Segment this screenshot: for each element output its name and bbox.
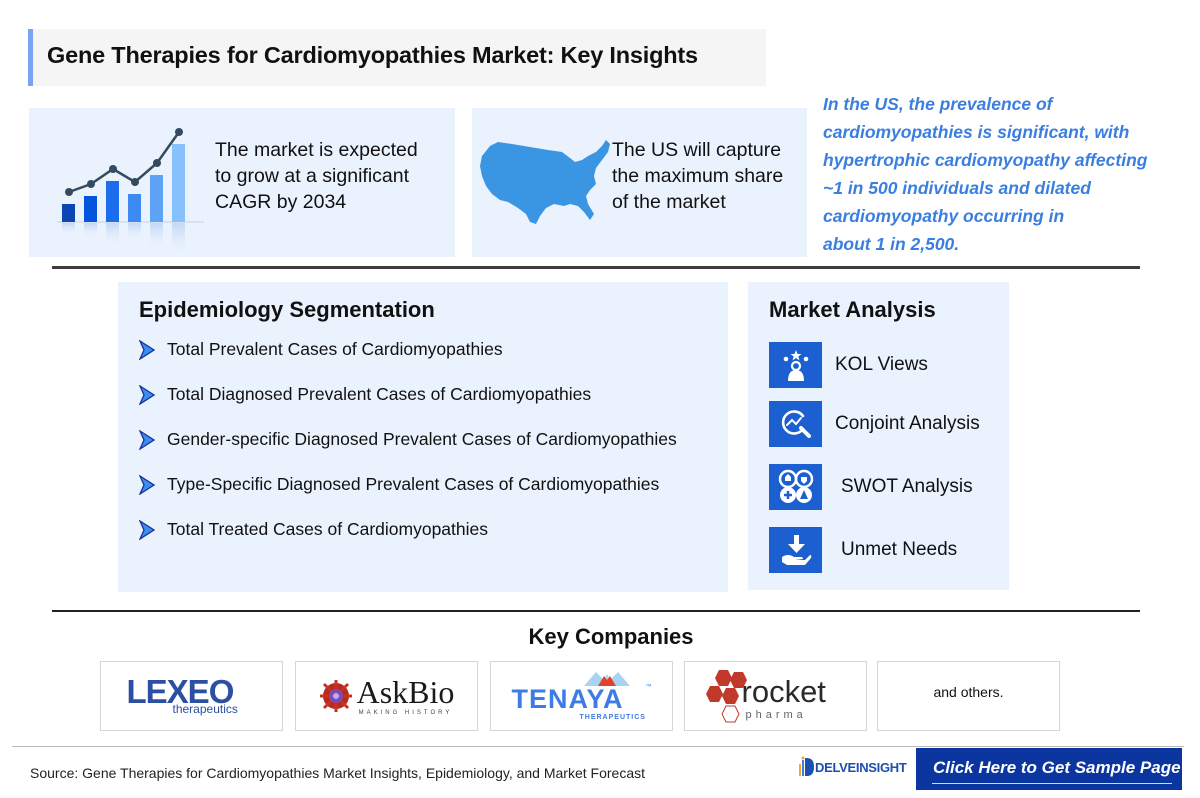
company-logo-tenaya: TENAYA ™ THERAPEUTICS bbox=[490, 661, 673, 731]
market-analysis-panel: Market Analysis KOL Views Conjoint Analy… bbox=[748, 282, 1009, 590]
delveinsight-logo: DELVEINSIGHT bbox=[798, 756, 907, 778]
key-companies-title: Key Companies bbox=[528, 624, 694, 649]
growth-chart-icon bbox=[57, 128, 204, 257]
market-analysis-title: Market Analysis bbox=[769, 297, 936, 322]
prevalence-note: In the US, the prevalence of cardiomyopa… bbox=[823, 94, 1148, 254]
epidemiology-title: Epidemiology Segmentation bbox=[139, 297, 435, 322]
epidemiology-item: Gender-specific Diagnosed Prevalent Case… bbox=[138, 429, 677, 450]
company-logo-lexeo: LEXEO therapeutics bbox=[100, 661, 283, 731]
chevron-right-icon bbox=[138, 474, 156, 495]
growth-insight-card: The market is expected to grow at a sign… bbox=[29, 108, 455, 257]
us-share-insight-card: The US will capture the maximum share of… bbox=[472, 108, 807, 257]
section-divider bbox=[52, 266, 1140, 269]
market-analysis-item-conjoint: Conjoint Analysis bbox=[769, 401, 980, 447]
us-map-icon bbox=[480, 140, 610, 224]
epidemiology-item: Total Diagnosed Prevalent Cases of Cardi… bbox=[138, 384, 591, 405]
chart-magnifier-icon bbox=[769, 401, 822, 447]
page-title-bar: Gene Therapies for Cardiomyopathies Mark… bbox=[28, 29, 766, 86]
delveinsight-mark-icon bbox=[799, 756, 814, 776]
hexagon-cluster-icon bbox=[705, 670, 747, 723]
cta-underline bbox=[932, 783, 1172, 784]
footer-divider bbox=[12, 746, 1184, 747]
chevron-right-icon bbox=[138, 519, 156, 540]
get-sample-page-button[interactable]: Click Here to Get Sample Page bbox=[916, 748, 1182, 790]
section-divider bbox=[52, 610, 1140, 612]
swot-grid-icon bbox=[769, 464, 822, 510]
us-share-insight-text: The US will capture the maximum share of… bbox=[612, 139, 784, 213]
chevron-right-icon bbox=[138, 429, 156, 450]
others-box: and others. bbox=[877, 661, 1060, 731]
epidemiology-panel: Epidemiology Segmentation Total Prevalen… bbox=[118, 282, 728, 592]
chevron-right-icon bbox=[138, 339, 156, 360]
page-title: Gene Therapies for Cardiomyopathies Mark… bbox=[47, 42, 698, 68]
growth-insight-text: The market is expected to grow at a sign… bbox=[215, 139, 418, 213]
kol-person-stars-icon bbox=[769, 342, 822, 388]
market-analysis-item-unmet-needs: Unmet Needs bbox=[769, 527, 957, 573]
mountain-icon bbox=[583, 672, 630, 686]
epidemiology-item: Total Prevalent Cases of Cardiomyopathie… bbox=[138, 339, 503, 360]
company-logo-rocket: rocket pharma bbox=[684, 661, 867, 731]
source-text: Source: Gene Therapies for Cardiomyopath… bbox=[30, 765, 645, 781]
company-logo-askbio: AskBio MAKING HISTORY bbox=[295, 661, 478, 731]
epidemiology-item: Total Treated Cases of Cardiomyopathies bbox=[138, 519, 488, 540]
chevron-right-icon bbox=[138, 384, 156, 405]
hand-download-icon bbox=[769, 527, 822, 573]
market-analysis-item-swot: SWOT Analysis bbox=[769, 464, 973, 510]
virus-icon bbox=[319, 680, 352, 712]
epidemiology-item: Type-Specific Diagnosed Prevalent Cases … bbox=[138, 474, 659, 495]
market-analysis-item-kol: KOL Views bbox=[769, 342, 928, 388]
